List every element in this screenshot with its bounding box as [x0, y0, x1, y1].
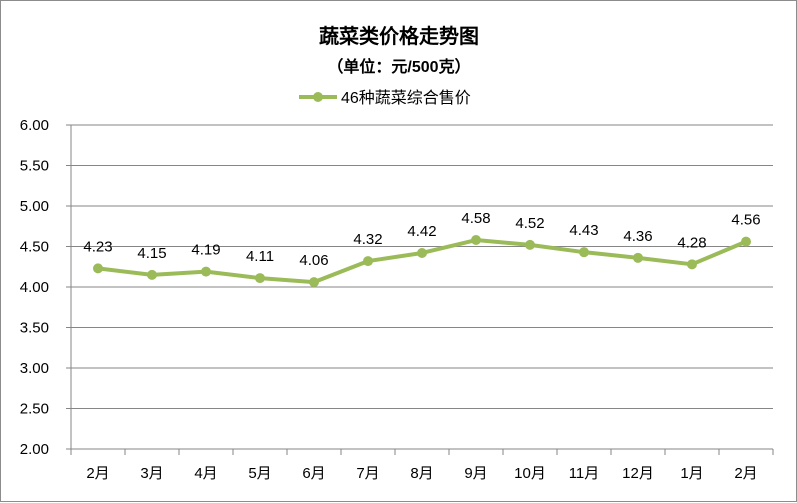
data-point — [471, 235, 481, 246]
x-tick-label: 7月 — [356, 465, 379, 482]
x-tick-label: 12月 — [622, 465, 654, 482]
y-tick-label: 3.50 — [20, 320, 49, 337]
data-label: 4.43 — [569, 222, 598, 239]
data-point — [417, 247, 427, 258]
x-tick-label: 8月 — [410, 465, 433, 482]
data-label: 4.52 — [515, 215, 544, 232]
data-label: 4.32 — [353, 231, 382, 248]
data-label: 4.42 — [407, 223, 436, 240]
x-tick-label: 11月 — [569, 465, 600, 482]
series-line — [93, 235, 751, 288]
data-point — [363, 256, 373, 267]
legend-marker — [313, 92, 323, 102]
chart-title: 蔬菜类价格走势图 — [319, 24, 479, 48]
x-tick-label: 6月 — [302, 465, 325, 482]
data-label: 4.56 — [731, 212, 760, 229]
x-tick-label: 2月 — [86, 465, 109, 482]
data-label: 4.36 — [623, 228, 652, 245]
legend: 46种蔬菜综合售价 — [299, 89, 471, 107]
data-point — [687, 259, 697, 270]
x-tick-label: 3月 — [140, 465, 163, 482]
gridlines — [71, 124, 773, 409]
y-axis-tick-labels: 2.00 2.50 3.00 3.50 4.00 4.50 5.00 5.50 6.00 — [20, 117, 49, 458]
data-label: 4.28 — [677, 234, 706, 251]
data-point — [147, 269, 157, 280]
data-label: 4.23 — [83, 238, 112, 255]
chart-subtitle: （单位：元/500克） — [327, 57, 470, 76]
y-tick-label: 4.00 — [20, 279, 49, 296]
x-tick-label: 2月 — [734, 465, 757, 482]
x-tick-label: 9月 — [464, 465, 487, 482]
x-axis-tick-labels: 2月 3月 4月 5月 6月 7月 8月 9月 10月 11月 12月 1月 2月 — [86, 465, 757, 482]
x-tick-label: 4月 — [194, 465, 217, 482]
data-point — [201, 266, 211, 277]
data-point — [525, 239, 535, 250]
x-tick-label: 1月 — [680, 465, 703, 482]
x-tick-label: 5月 — [248, 465, 271, 482]
data-label: 4.19 — [191, 242, 220, 259]
data-label: 4.15 — [137, 245, 166, 262]
y-tick-label: 2.50 — [20, 401, 49, 418]
y-tick-label: 5.00 — [20, 198, 49, 215]
data-point — [93, 263, 103, 274]
data-label: 4.06 — [299, 252, 328, 269]
y-tick-label: 5.50 — [20, 158, 49, 175]
data-point — [633, 252, 643, 263]
data-point — [255, 273, 265, 284]
legend-label: 46种蔬菜综合售价 — [341, 89, 471, 107]
data-point — [741, 236, 751, 247]
y-tick-label: 3.00 — [20, 360, 49, 377]
data-label: 4.11 — [246, 248, 274, 265]
data-point — [309, 277, 319, 288]
x-tick-label: 10月 — [514, 465, 546, 482]
data-labels: 4.23 4.15 4.19 4.11 4.06 4.32 4.42 4.58 4.52 4.43… — [83, 210, 760, 269]
y-tick-label: 6.00 — [20, 117, 49, 134]
y-tick-label: 2.00 — [20, 441, 49, 458]
data-label: 4.58 — [461, 210, 490, 227]
axes — [66, 124, 774, 455]
data-point — [579, 247, 589, 258]
y-tick-label: 4.50 — [20, 239, 49, 256]
